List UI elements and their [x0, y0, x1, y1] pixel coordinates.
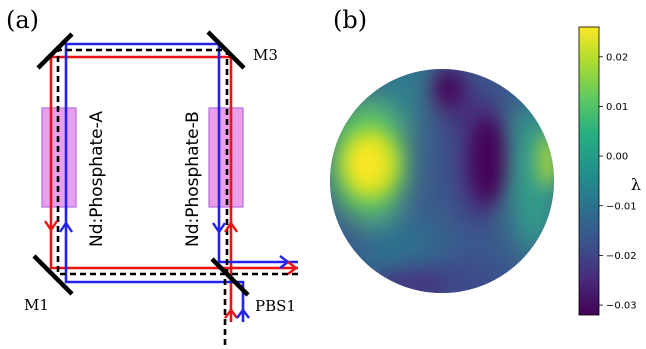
colorbar: 0.02 0.01 0.00 −0.01 −0.02 −0.03 λ — [578, 26, 641, 316]
colorbar-tick-label: −0.02 — [606, 251, 637, 262]
colorbar-tick-label: 0.02 — [606, 52, 628, 63]
panel-b-label: (b) — [333, 6, 367, 34]
beam-arrows — [44, 220, 298, 319]
pbs1-label: PBS1 — [255, 297, 296, 315]
colorbar-ticks: 0.02 0.01 0.00 −0.01 −0.02 −0.03 — [599, 52, 637, 312]
eigenmode-map — [330, 69, 554, 293]
colorbar-tick-label: −0.01 — [606, 201, 637, 212]
red-arrow-up — [224, 220, 238, 233]
colorbar-gradient — [578, 26, 600, 316]
colorbar-label: λ — [631, 175, 641, 194]
colorbar-tick-label: 0.00 — [606, 152, 628, 163]
mirror-m3 — [206, 30, 246, 70]
blue-beam — [64, 42, 298, 322]
panel-a: (a) M3 — [6, 6, 298, 345]
panel-b: (b) 0.020.010 — [330, 6, 641, 316]
blue-arrow-input — [236, 308, 250, 319]
blue-arrow-up — [59, 220, 73, 233]
panel-a-label: (a) — [6, 6, 39, 34]
blue-arrow-down — [212, 222, 226, 235]
colorbar-tick-label: −0.03 — [606, 301, 637, 312]
m3-label: M3 — [253, 46, 278, 64]
crystal-a-label: Nd:Phosphate-A — [87, 111, 107, 247]
red-arrow-right — [287, 261, 298, 275]
crystal-b-label: Nd:Phosphate-B — [183, 111, 203, 247]
beam-splitter-pbs1 — [210, 257, 250, 297]
mirror-m1 — [32, 254, 74, 296]
red-arrow-down — [44, 220, 58, 233]
mirror-m2 — [36, 32, 74, 70]
m1-label: M1 — [24, 296, 49, 314]
colorbar-tick-label: 0.01 — [606, 102, 628, 113]
red-arrow-input — [224, 308, 238, 319]
